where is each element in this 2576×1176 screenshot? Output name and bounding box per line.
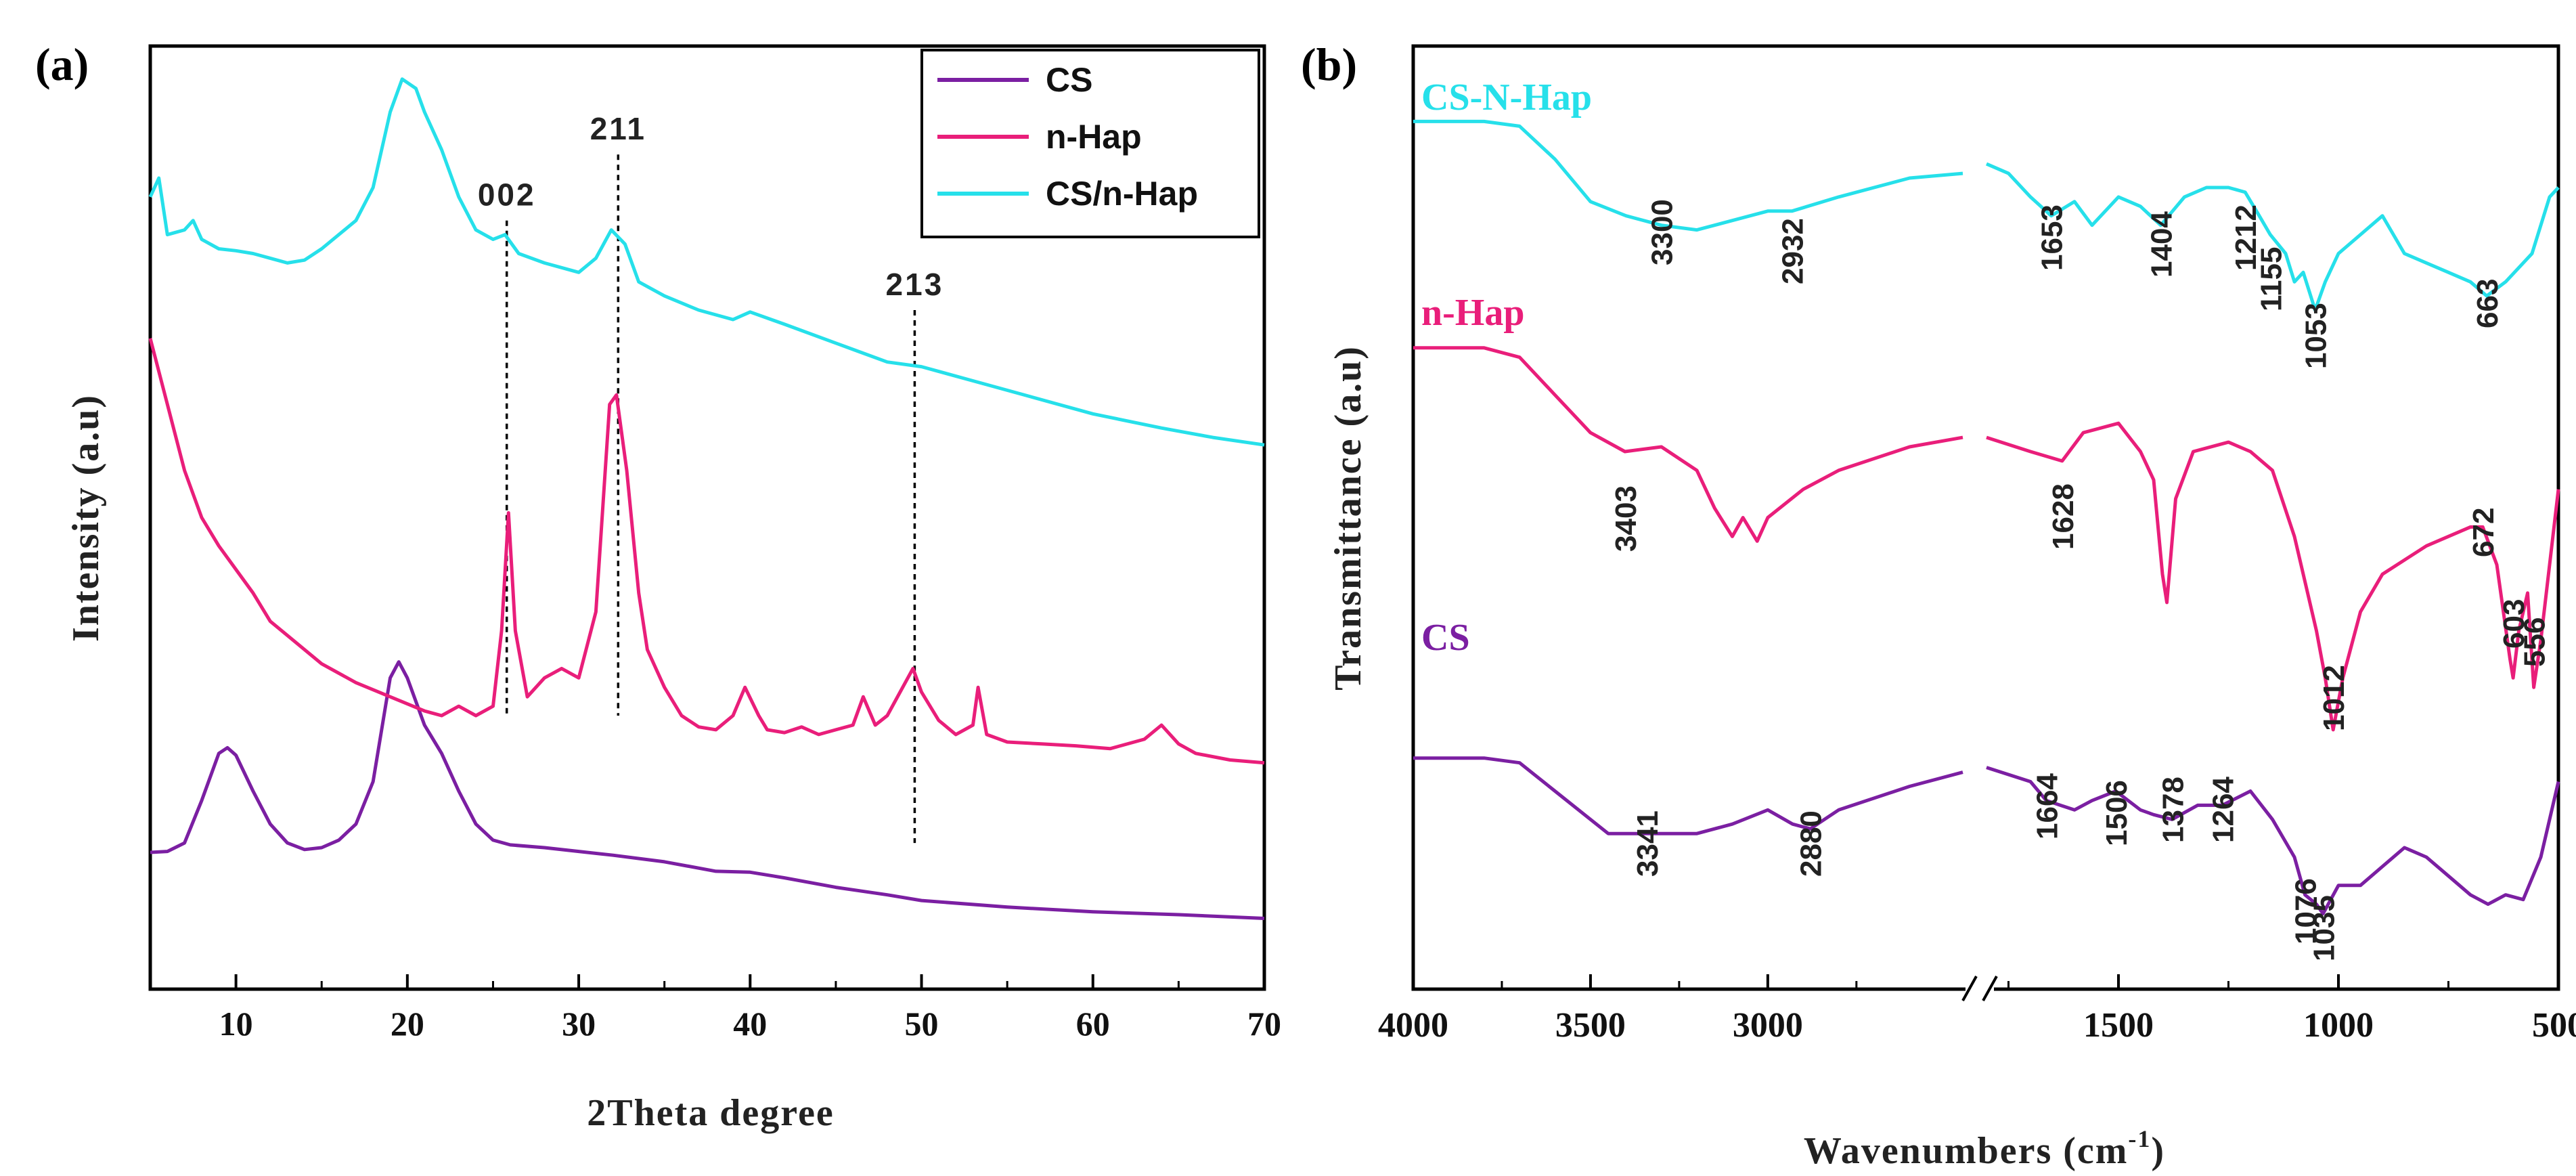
legend-label: n-Hap (1046, 118, 1142, 156)
panel-b-x-axis-label: Wavenumbers (cm-1) (1804, 1125, 2165, 1172)
series-line-cs-n-hap-left (1413, 119, 1963, 232)
peak-label: 672 (2467, 508, 2500, 557)
x-tick-label: 30 (562, 1005, 596, 1043)
series-label: CS-N-Hap (1421, 77, 1592, 118)
x-tick-label: 1000 (2303, 1006, 2374, 1045)
series-line-n-hap-right (1986, 421, 2560, 732)
panel-a-legend: CS n-Hap CS/n-Hap (920, 49, 1260, 238)
x-tick-label: 50 (905, 1005, 939, 1043)
peak-label: 1053 (2300, 303, 2333, 369)
x-label-main: Wavenumbers (cm (1804, 1130, 2129, 1172)
panel-b-label: (b) (1301, 39, 1357, 90)
x-tick-label: 3000 (1733, 1006, 1803, 1045)
peak-label: 3341 (1631, 810, 1664, 877)
series-line-cs-n-hap (148, 77, 1265, 447)
panel-b-ftir: (b) CS-N-Hap n-Hap CS 3300 2932 1653 1404 1212… (1301, 39, 2576, 1172)
peak-label: 1664 (2030, 773, 2064, 840)
reference-line-label: 211 (590, 111, 646, 146)
panel-a-plot-frame (148, 44, 1266, 991)
peak-label: 3300 (1646, 199, 1679, 265)
peak-label: 1035 (2307, 895, 2340, 961)
series-label: n-Hap (1421, 292, 1525, 334)
x-tick-label: 3500 (1555, 1006, 1626, 1045)
axis-break-icon (1961, 975, 1998, 1002)
x-tick-label: 40 (733, 1005, 767, 1043)
panel-b-plot-frame (1411, 44, 2560, 991)
panel-a-xrd: (a) 002 211 213 10 20 30 40 50 60 70 2Theta degr… (35, 39, 1281, 1134)
peak-label: 1012 (2317, 665, 2351, 731)
x-tick-label: 70 (1247, 1005, 1281, 1043)
series-line-cs (150, 660, 1265, 920)
panel-a-label: (a) (35, 39, 89, 90)
peak-label: 3403 (1609, 485, 1643, 552)
peak-label: 663 (2471, 279, 2504, 328)
series-line-n-hap-left (1413, 346, 1963, 543)
panel-a-series (148, 77, 1265, 920)
peak-label: 2932 (1777, 218, 1810, 284)
peak-label: 1628 (2047, 483, 2080, 550)
panel-a-x-ticks: 10 20 30 40 50 60 70 (149, 974, 1281, 1043)
x-tick-label: 1500 (2083, 1006, 2154, 1045)
legend-label: CS/n-Hap (1046, 175, 1198, 213)
series-label: CS (1421, 617, 1470, 659)
x-tick-label: 20 (391, 1005, 424, 1043)
panel-b-y-axis-label: Transmittance (a.u) (1327, 345, 1369, 691)
x-tick-label: 4000 (1378, 1006, 1448, 1045)
panel-a-y-axis-label: Intensity (a.u) (65, 394, 107, 642)
peak-label: 1155 (2255, 247, 2288, 311)
peak-label: 1404 (2145, 211, 2178, 278)
peak-label: 1506 (2100, 780, 2133, 846)
peak-label: 1653 (2036, 204, 2069, 271)
peak-label: 1076 (2290, 878, 2323, 944)
series-line-cs-n-hap-right (1986, 162, 2560, 312)
legend-label: CS (1046, 61, 1092, 99)
panel-b-series (1413, 119, 2560, 916)
panel-b-series-labels: CS-N-Hap n-Hap CS (1421, 77, 1592, 659)
reference-line-label: 213 (886, 267, 944, 302)
x-tick-label: 60 (1076, 1005, 1110, 1043)
peak-label: 1378 (2156, 777, 2190, 843)
x-tick-label: 500 (2532, 1006, 2576, 1045)
reference-line-label: 002 (478, 177, 536, 213)
series-line-cs-left (1413, 756, 1963, 835)
series-line-cs-right (1986, 766, 2560, 916)
x-label-sup: -1 (2128, 1125, 2151, 1152)
peak-label: 603 (2497, 599, 2531, 649)
peak-label: 556 (2518, 617, 2552, 667)
x-label-suffix: ) (2151, 1130, 2165, 1172)
peak-label: 1264 (2206, 777, 2240, 843)
peak-label: 2880 (1795, 810, 1828, 877)
panel-b-x-ticks: 4000 3500 3000 1500 1000 500 (1378, 974, 2576, 1045)
series-line-n-hap (148, 338, 1265, 765)
panel-a-x-axis-label: 2Theta degree (587, 1092, 835, 1134)
peak-label: 1212 (2229, 204, 2263, 271)
x-tick-label: 10 (219, 1005, 253, 1043)
panel-a-reference-lines: 002 211 213 (478, 111, 944, 844)
